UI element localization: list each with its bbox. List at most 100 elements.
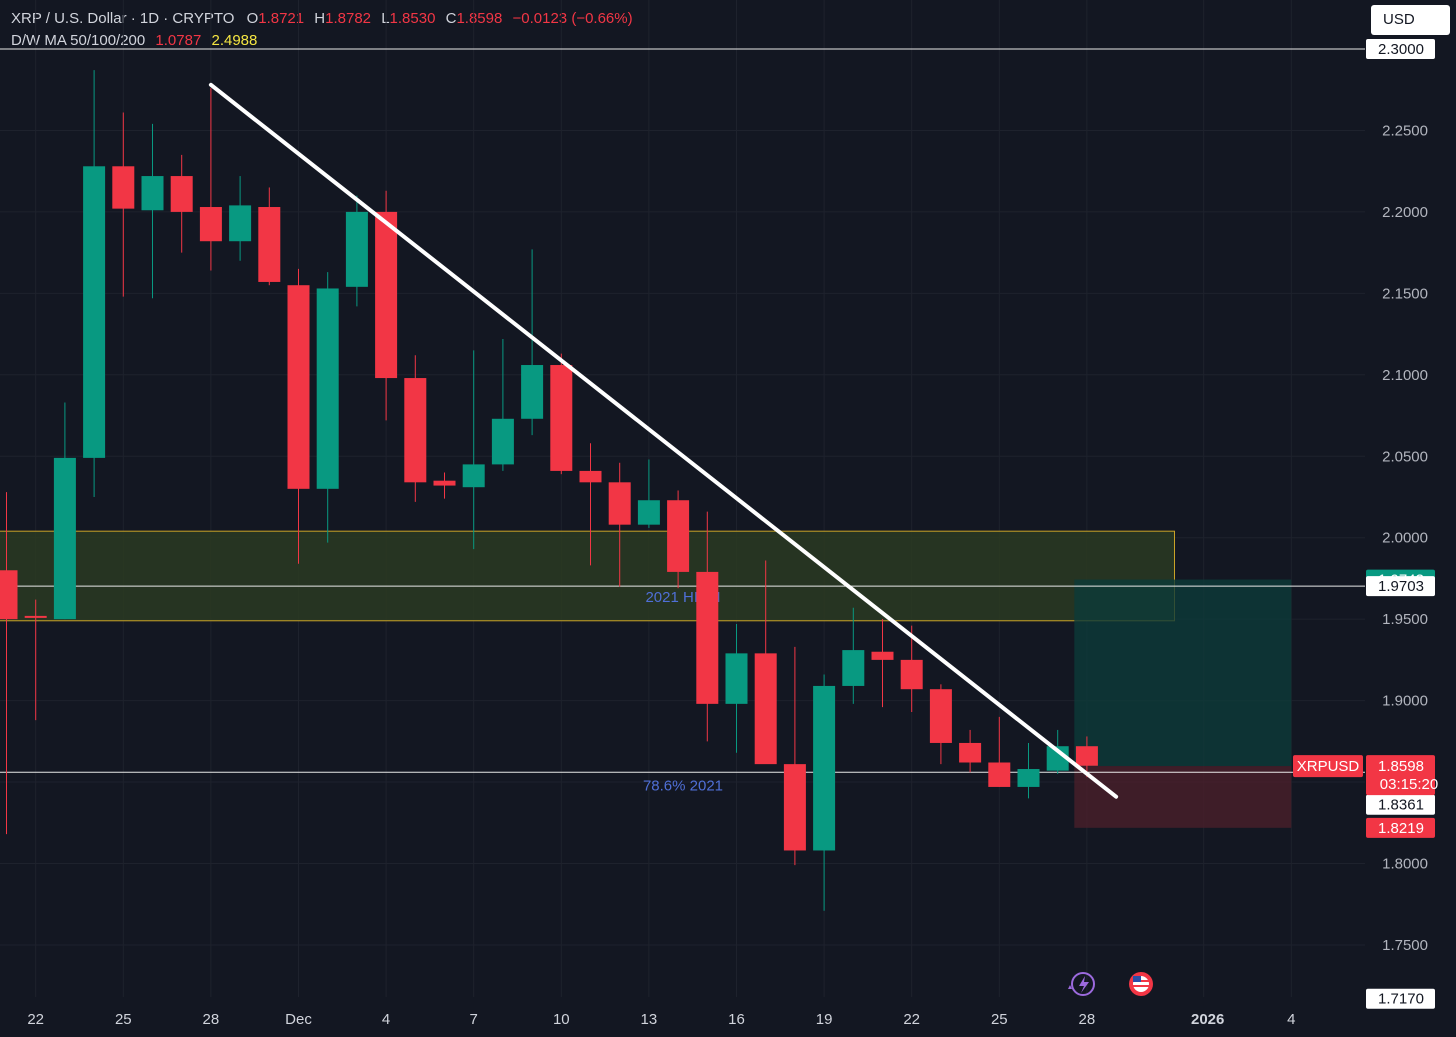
candle[interactable]	[1017, 742, 1040, 799]
lightning-icon[interactable]	[1068, 972, 1095, 996]
price-label-bg	[1366, 576, 1435, 597]
candle-body	[871, 651, 894, 660]
candle[interactable]	[521, 249, 544, 436]
candle-body	[112, 166, 135, 209]
candle[interactable]	[316, 272, 339, 543]
high-label: H	[314, 10, 326, 27]
symbol-tag[interactable]: XRPUSD	[1293, 755, 1363, 778]
price-axis[interactable]: 2.2500 2.2000 2.1500 2.1000 2.0500 2.0000 1.95…	[1382, 122, 1428, 954]
candle-body	[375, 211, 398, 379]
ma-label: D/W MA 50/100/200	[11, 32, 146, 49]
price-label-bg	[1366, 794, 1435, 815]
candle[interactable]	[345, 195, 368, 307]
open-label: O	[246, 10, 259, 27]
candle[interactable]	[258, 187, 281, 286]
close-label: C	[445, 10, 457, 27]
candle[interactable]	[1075, 736, 1098, 778]
candle[interactable]	[550, 353, 573, 475]
candle[interactable]	[871, 619, 894, 708]
close-value: 1.8598	[456, 10, 503, 27]
change-value: −0.0123 (−0.66%)	[512, 10, 633, 27]
candle[interactable]	[491, 338, 514, 471]
price-label: 1.7170	[1366, 988, 1435, 1009]
high-value: 1.8782	[325, 10, 372, 27]
us-flag-icon[interactable]	[1129, 972, 1153, 996]
time-axis[interactable]: 22 25 28 Dec 4 7 10 13 16 19 22 25 28 2026 4	[0, 997, 1456, 1037]
candle[interactable]	[53, 402, 76, 620]
candle[interactable]	[287, 268, 310, 564]
candle[interactable]	[462, 350, 485, 550]
event-icons[interactable]	[1068, 972, 1153, 996]
candle-body	[550, 365, 573, 471]
candle[interactable]	[579, 443, 602, 566]
candle-body	[462, 464, 485, 488]
time-tick-label: 13	[641, 1011, 658, 1028]
candle[interactable]	[900, 625, 923, 713]
time-tick-label: 28	[1079, 1011, 1096, 1028]
price-tick-label: 2.2500	[1382, 122, 1428, 139]
price-tick-label: 1.8000	[1382, 856, 1428, 873]
time-tick-label: 25	[115, 1011, 132, 1028]
candle[interactable]	[141, 123, 164, 299]
price-tick-label: 2.2000	[1382, 204, 1428, 221]
candle[interactable]	[959, 729, 982, 773]
candle-body	[83, 166, 106, 458]
price-label-text: 1.7170	[1378, 991, 1424, 1008]
candle[interactable]	[929, 684, 952, 765]
candle-body	[258, 207, 281, 282]
stop-zone[interactable]	[1074, 766, 1292, 828]
time-tick-label: 16	[728, 1011, 745, 1028]
symbol-tag-bg	[1293, 755, 1363, 778]
candle[interactable]	[170, 154, 193, 253]
price-label: 1.8219	[1366, 817, 1435, 838]
candle-body	[1046, 746, 1069, 771]
candle[interactable]	[404, 355, 427, 502]
time-tick-label: 19	[816, 1011, 833, 1028]
candle[interactable]	[608, 462, 631, 587]
candle[interactable]	[375, 190, 398, 421]
candle[interactable]	[83, 70, 106, 497]
price-label-bg	[1366, 817, 1435, 838]
candle-body	[521, 365, 544, 419]
candle[interactable]	[696, 511, 719, 742]
price-label-bg	[1366, 39, 1435, 59]
candle-body	[433, 480, 456, 486]
candle[interactable]	[725, 624, 748, 753]
candle[interactable]	[754, 560, 777, 765]
candle[interactable]	[199, 88, 222, 271]
candle[interactable]	[637, 459, 660, 528]
candle[interactable]	[0, 492, 18, 835]
candle[interactable]	[842, 607, 865, 704]
candle-body	[813, 685, 836, 851]
currency-button[interactable]: USD	[1371, 5, 1450, 35]
candle-body	[287, 285, 310, 489]
candle[interactable]	[813, 674, 836, 911]
time-tick-label: Dec	[285, 1011, 312, 1028]
candle[interactable]	[24, 599, 47, 721]
candle[interactable]	[783, 646, 806, 866]
candle[interactable]	[667, 490, 690, 589]
target-zone[interactable]	[1074, 579, 1292, 767]
candle[interactable]	[229, 176, 252, 261]
2021-high-zone[interactable]	[0, 530, 1175, 622]
candle-body	[900, 659, 923, 690]
ma-legend[interactable]: D/W MA 50/100/200 1.0787 2.4988	[11, 32, 257, 49]
symbol-title[interactable]: XRP / U.S. Dollar · 1D · CRYPTO	[11, 10, 235, 27]
price-label-bg	[1366, 988, 1435, 1009]
candle-body	[988, 762, 1011, 787]
price-tick-label: 1.9500	[1382, 611, 1428, 628]
candle[interactable]	[988, 716, 1011, 787]
candle[interactable]	[433, 472, 456, 499]
price-tick-label: 2.1500	[1382, 285, 1428, 302]
trendline[interactable]	[208, 82, 1119, 799]
candle[interactable]	[112, 112, 135, 297]
countdown-value: 03:15:20	[1380, 776, 1438, 793]
trendline-layer[interactable]	[208, 82, 1119, 799]
symbol-tag-text: XRPUSD	[1297, 758, 1360, 775]
candles	[0, 70, 1098, 911]
candle-body	[579, 470, 602, 483]
candle-body	[725, 653, 748, 704]
price-tick-label: 1.9000	[1382, 693, 1428, 710]
